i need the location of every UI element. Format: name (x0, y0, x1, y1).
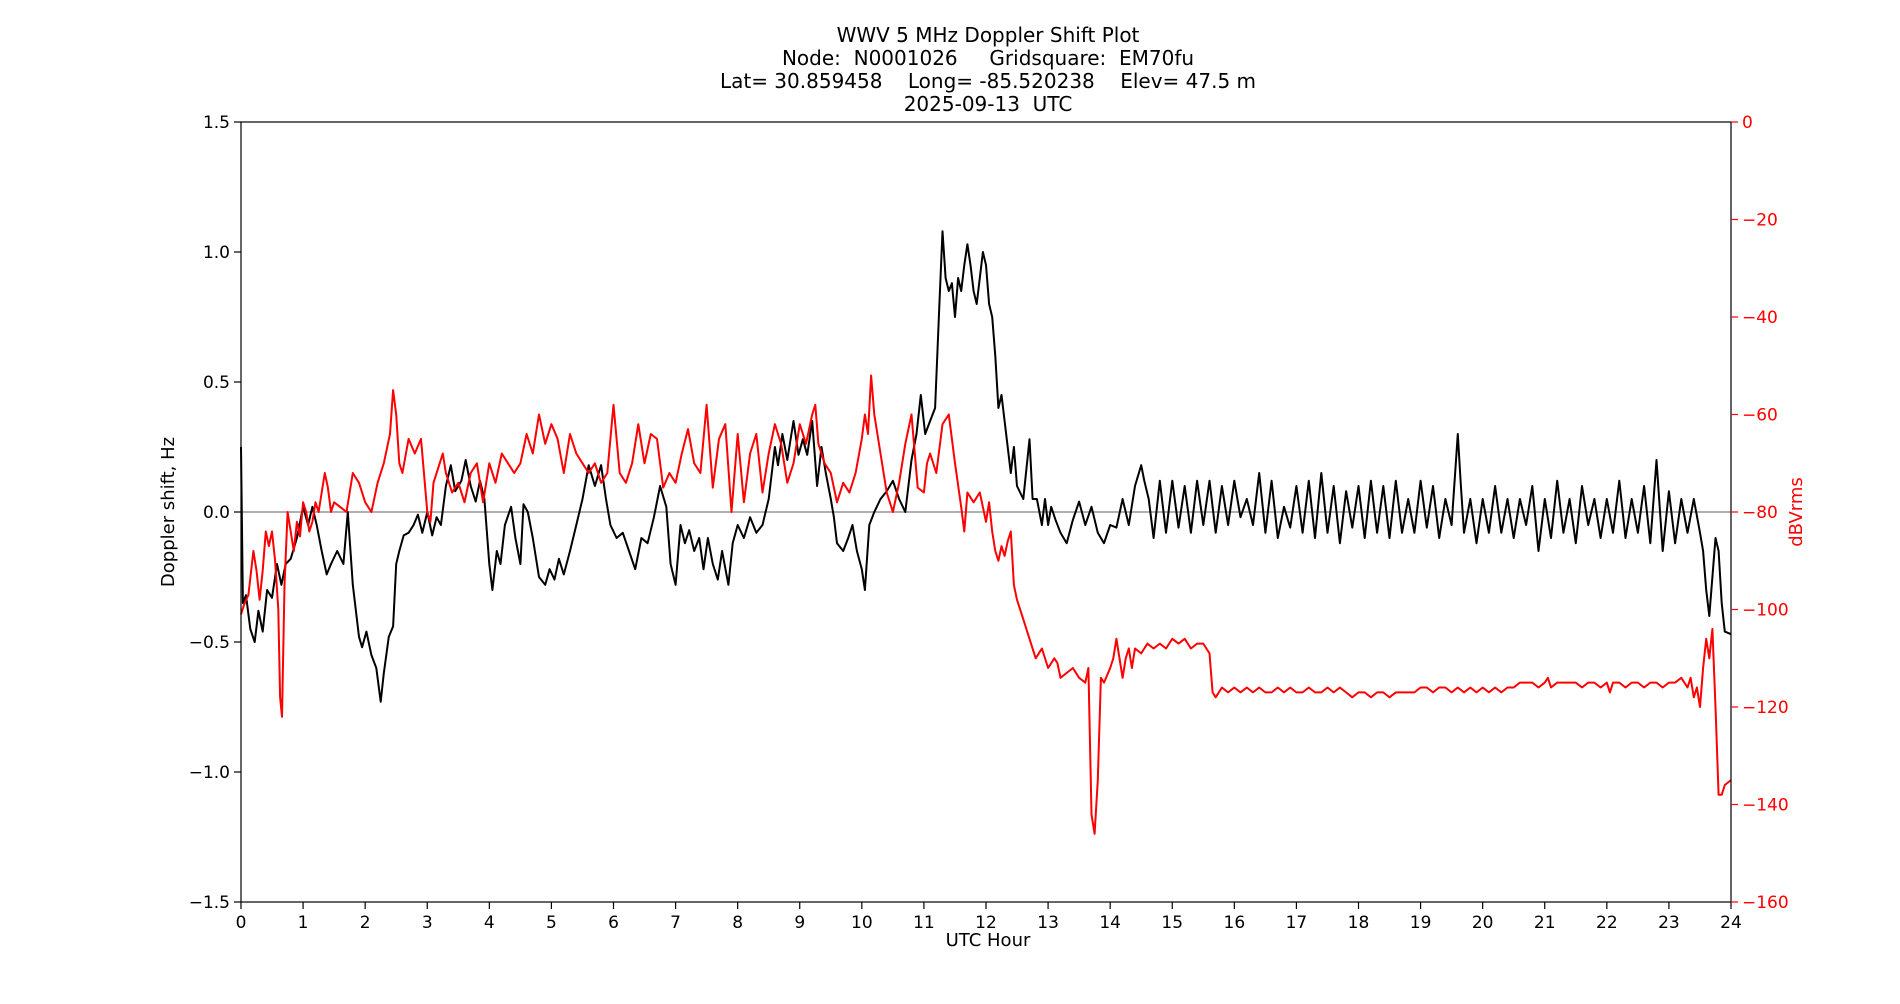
x-tick-label: 13 (1037, 913, 1059, 933)
x-tick-label: 7 (670, 913, 681, 933)
power-series-line (240, 374, 1732, 835)
x-tick-label: 12 (975, 913, 997, 933)
y-axis-left: 1.5 1.0 0.5 0.0 −0.5 −1.0 −1.5 (189, 113, 241, 913)
y-axis-left-label: Doppler shift, Hz (158, 437, 179, 587)
y2-tick-label: −160 (1742, 893, 1789, 913)
x-tick-label: 22 (1596, 913, 1618, 933)
x-tick-label: 17 (1286, 913, 1308, 933)
x-tick-label: 18 (1348, 913, 1370, 933)
y2-tick-label: −40 (1742, 308, 1778, 328)
chart-title: WWV 5 MHz Doppler Shift Plot Node: N0001… (720, 23, 1256, 116)
x-tick-label: 0 (236, 913, 247, 933)
x-tick-label: 16 (1224, 913, 1246, 933)
x-tick-label: 14 (1099, 913, 1121, 933)
y2-tick-label: −100 (1742, 601, 1789, 621)
y-axis-right-label: dBVrms (1786, 477, 1807, 547)
x-tick-label: 10 (851, 913, 873, 933)
x-tick-label: 8 (732, 913, 743, 933)
x-tick-label: 9 (794, 913, 805, 933)
x-tick-label: 4 (484, 913, 495, 933)
x-tick-label: 21 (1534, 913, 1556, 933)
y2-tick-label: −120 (1742, 698, 1789, 718)
x-tick-label: 24 (1720, 913, 1742, 933)
x-tick-label: 23 (1658, 913, 1680, 933)
x-tick-label: 5 (546, 913, 557, 933)
title-line-3: Lat= 30.859458 Long= -85.520238 Elev= 47… (720, 69, 1256, 93)
x-tick-label: 6 (608, 913, 619, 933)
title-line-1: WWV 5 MHz Doppler Shift Plot (837, 23, 1140, 47)
x-tick-label: 19 (1410, 913, 1432, 933)
y2-tick-label: −140 (1742, 796, 1789, 816)
title-line-4: 2025-09-13 UTC (904, 92, 1073, 116)
y2-tick-label: −20 (1742, 211, 1778, 231)
y-tick-label: 1.5 (203, 113, 230, 133)
y-tick-label: 0.0 (203, 503, 230, 523)
x-tick-label: 3 (422, 913, 433, 933)
doppler-series-line (240, 230, 1732, 703)
x-tick-label: 2 (360, 913, 371, 933)
x-tick-label: 20 (1472, 913, 1494, 933)
y-tick-label: −1.0 (189, 763, 230, 783)
x-tick-label: 11 (913, 913, 935, 933)
y-tick-label: −0.5 (189, 633, 230, 653)
y2-tick-label: 0 (1742, 113, 1753, 133)
y-tick-label: 0.5 (203, 373, 230, 393)
y-tick-label: −1.5 (189, 893, 230, 913)
y2-tick-label: −60 (1742, 406, 1778, 426)
x-axis: 0 1 2 3 4 5 6 7 8 9 10 11 12 13 14 15 16 17 18 19 20 21 22 23 24 (236, 902, 1742, 933)
y2-tick-label: −80 (1742, 503, 1778, 523)
y-axis-right: 0 −20 −40 −60 −80 −100 −120 −140 −160 (1731, 113, 1789, 913)
x-tick-label: 15 (1161, 913, 1183, 933)
x-tick-label: 1 (298, 913, 309, 933)
x-axis-label: UTC Hour (946, 930, 1031, 951)
title-line-2: Node: N0001026 Gridsquare: EM70fu (782, 46, 1194, 70)
y-tick-label: 1.0 (203, 243, 230, 263)
